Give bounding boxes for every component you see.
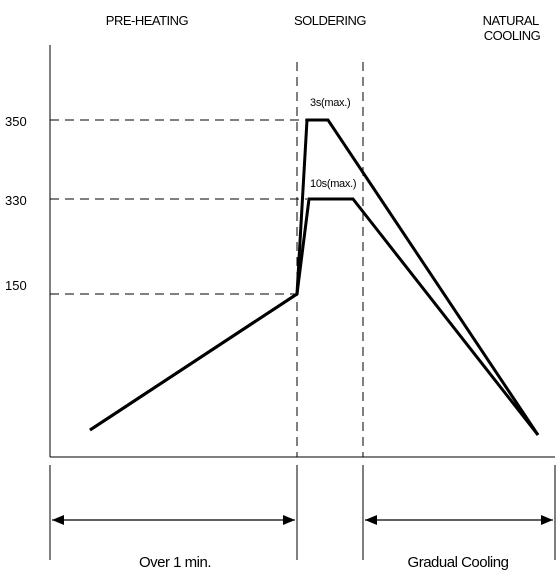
annotation-10s-max: 10s(max.) bbox=[310, 178, 356, 190]
cooling-duration-arrow bbox=[365, 515, 553, 525]
ytick-350: 350 bbox=[5, 114, 27, 129]
duration-label-cooling: Gradual Cooling bbox=[408, 554, 509, 571]
profile-curve-350 bbox=[89, 118, 540, 436]
phase-label-cooling: NATURAL COOLING bbox=[483, 13, 542, 43]
phase-label-preheating: PRE-HEATING bbox=[106, 13, 189, 28]
preheat-duration-arrow bbox=[52, 515, 295, 525]
ytick-150: 150 bbox=[5, 278, 27, 293]
profile-curve-330 bbox=[89, 197, 540, 436]
duration-label-preheat: Over 1 min. bbox=[139, 554, 211, 571]
ytick-330: 330 bbox=[5, 193, 27, 208]
annotation-3s-max: 3s(max.) bbox=[310, 97, 350, 109]
phase-label-soldering: SOLDERING bbox=[294, 13, 366, 28]
